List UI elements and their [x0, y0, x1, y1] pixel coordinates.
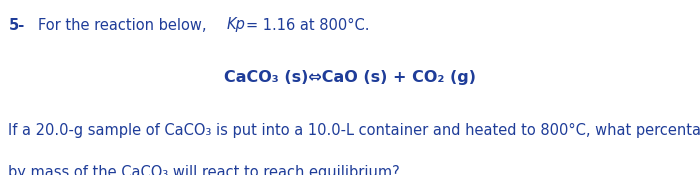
Text: If a 20.0-g sample of CaCO₃ is put into a 10.0-L container and heated to 800°C, : If a 20.0-g sample of CaCO₃ is put into … [8, 122, 700, 138]
Text: 5-: 5- [8, 18, 24, 33]
Text: = 1.16 at 800°C.: = 1.16 at 800°C. [246, 18, 370, 33]
Text: Kp: Kp [227, 18, 246, 33]
Text: For the reaction below,: For the reaction below, [38, 18, 211, 33]
Text: by mass of the CaCO₃ will react to reach equilibrium?: by mass of the CaCO₃ will react to reach… [8, 164, 400, 175]
Text: CaCO₃ (s)⇔CaO (s) + CO₂ (​g): CaCO₃ (s)⇔CaO (s) + CO₂ (​g) [224, 70, 476, 85]
